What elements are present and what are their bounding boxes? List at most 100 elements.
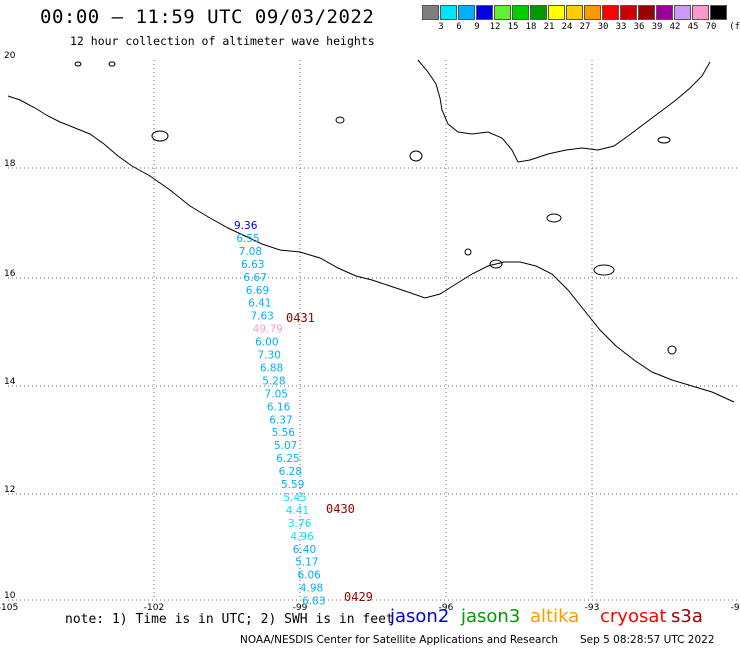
latitude-label: 10 [4,591,16,601]
island-outline [108,61,116,67]
wave-height-value: 6.16 [267,401,291,413]
satellite-jason2: jason2 [390,606,450,627]
legend-swatch [584,5,601,20]
page-title: 00:00 – 11:59 UTC 09/03/2022 [40,6,375,28]
legend-label: 21 [543,22,555,32]
credit-line: NOAA/NESDIS Center for Satellite Applica… [240,634,558,646]
wave-height-value: 6.83 [302,596,325,608]
legend-swatch [422,5,439,20]
legend-swatch [692,5,709,20]
wave-height-value: 6.88 [260,362,283,374]
wave-height-value: 5.59 [281,479,304,491]
wave-height-value: 6.00 [255,337,278,349]
wave-height-value: 5.56 [272,427,296,439]
wave-height-value: 4.41 [286,505,309,517]
legend-swatch [458,5,475,20]
legend-swatch [710,5,727,20]
island-outline [489,259,503,269]
longitude-label: -93 [585,603,600,613]
legend-label: 27 [579,22,591,32]
color-scale-legend [422,5,728,20]
wave-height-value: 6.37 [269,414,292,426]
wave-height-value: 6.41 [248,298,271,310]
legend-label: 3 [438,22,444,32]
legend-label: 39 [651,22,663,32]
legend-label: 45 [687,22,699,32]
longitude-label: -96 [439,603,454,613]
wave-height-value: 5.07 [274,440,297,452]
island-outline [464,248,472,256]
legend-swatch [602,5,619,20]
wave-height-value: 7.08 [239,246,262,258]
pass-time-label: 0431 [286,311,315,325]
island-outline [335,116,345,124]
pass-time-label: 0430 [326,502,355,516]
island-outline [409,150,423,162]
pass-time-label: 0429 [344,590,373,604]
wave-height-value: 6.67 [243,272,266,284]
legend-label: 9 [474,22,480,32]
legend-label: 6 [456,22,462,32]
generated-timestamp: Sep 5 08:28:57 UTC 2022 [580,634,715,646]
latitude-label: 16 [4,269,16,279]
wave-height-value: 7.05 [265,388,288,400]
legend-swatch [494,5,511,20]
legend-swatch [566,5,583,20]
legend-swatch [476,5,493,20]
legend-swatch [620,5,637,20]
wave-height-value: 6.06 [297,570,321,582]
island-outline [657,136,671,144]
longitude-label: -90 [731,603,740,613]
legend-label: 12 [489,22,501,32]
wave-height-value: 6.25 [276,453,299,465]
legend-swatch [440,5,457,20]
legend-label: 24 [561,22,573,32]
gulf-coastline [417,59,711,163]
island-outline [546,213,562,223]
legend-swatch [512,5,529,20]
legend-label: 42 [669,22,681,32]
wave-height-value: 5.17 [295,557,318,569]
longitude-label: -102 [144,603,164,613]
island-outline [74,61,82,67]
wave-height-value: 6.40 [293,544,316,556]
legend-label: 36 [633,22,645,32]
wave-height-value: 6.69 [246,285,269,297]
island-outline [667,345,677,355]
wave-height-value: 49.79 [253,324,283,336]
satellite-cryosat: cryosat [600,606,667,627]
legend-swatch [548,5,565,20]
wave-height-value: 5.28 [262,375,285,387]
longitude-label: -99 [293,603,308,613]
wave-height-value: 7.63 [250,311,273,323]
wave-height-value: 7.30 [258,350,281,362]
island-outline [151,130,169,142]
legend-swatch [674,5,691,20]
pacific-coastline [7,95,735,403]
wave-height-value: 6.63 [241,259,264,271]
latitude-label: 20 [4,51,16,61]
wave-height-value: 4.98 [300,583,323,595]
satellite-altika: altika [530,606,580,627]
satellite-s3a: s3a [671,606,703,627]
longitude-label: -105 [0,603,18,613]
legend-label: 70 [705,22,717,32]
page-subtitle: 12 hour collection of altimeter wave hei… [70,34,375,48]
wave-height-value: 3.76 [288,518,312,530]
wave-height-value: 5.45 [283,492,306,504]
wave-height-value: 6.28 [279,466,302,478]
legend-label: 15 [507,22,519,32]
satellite-jason3: jason3 [461,606,521,627]
legend-label: 30 [597,22,609,32]
footer-note: note: 1) Time is in UTC; 2) SWH is in fe… [65,612,394,627]
legend-unit: (ft) [729,22,740,32]
wave-height-value: 9.36 [234,220,258,232]
latitude-label: 18 [4,159,16,169]
island-outline [593,264,615,276]
legend-swatch [656,5,673,20]
latitude-label: 14 [4,377,16,387]
latitude-label: 12 [4,485,15,495]
legend-swatch [638,5,655,20]
legend-swatch [530,5,547,20]
legend-label: 18 [525,22,537,32]
